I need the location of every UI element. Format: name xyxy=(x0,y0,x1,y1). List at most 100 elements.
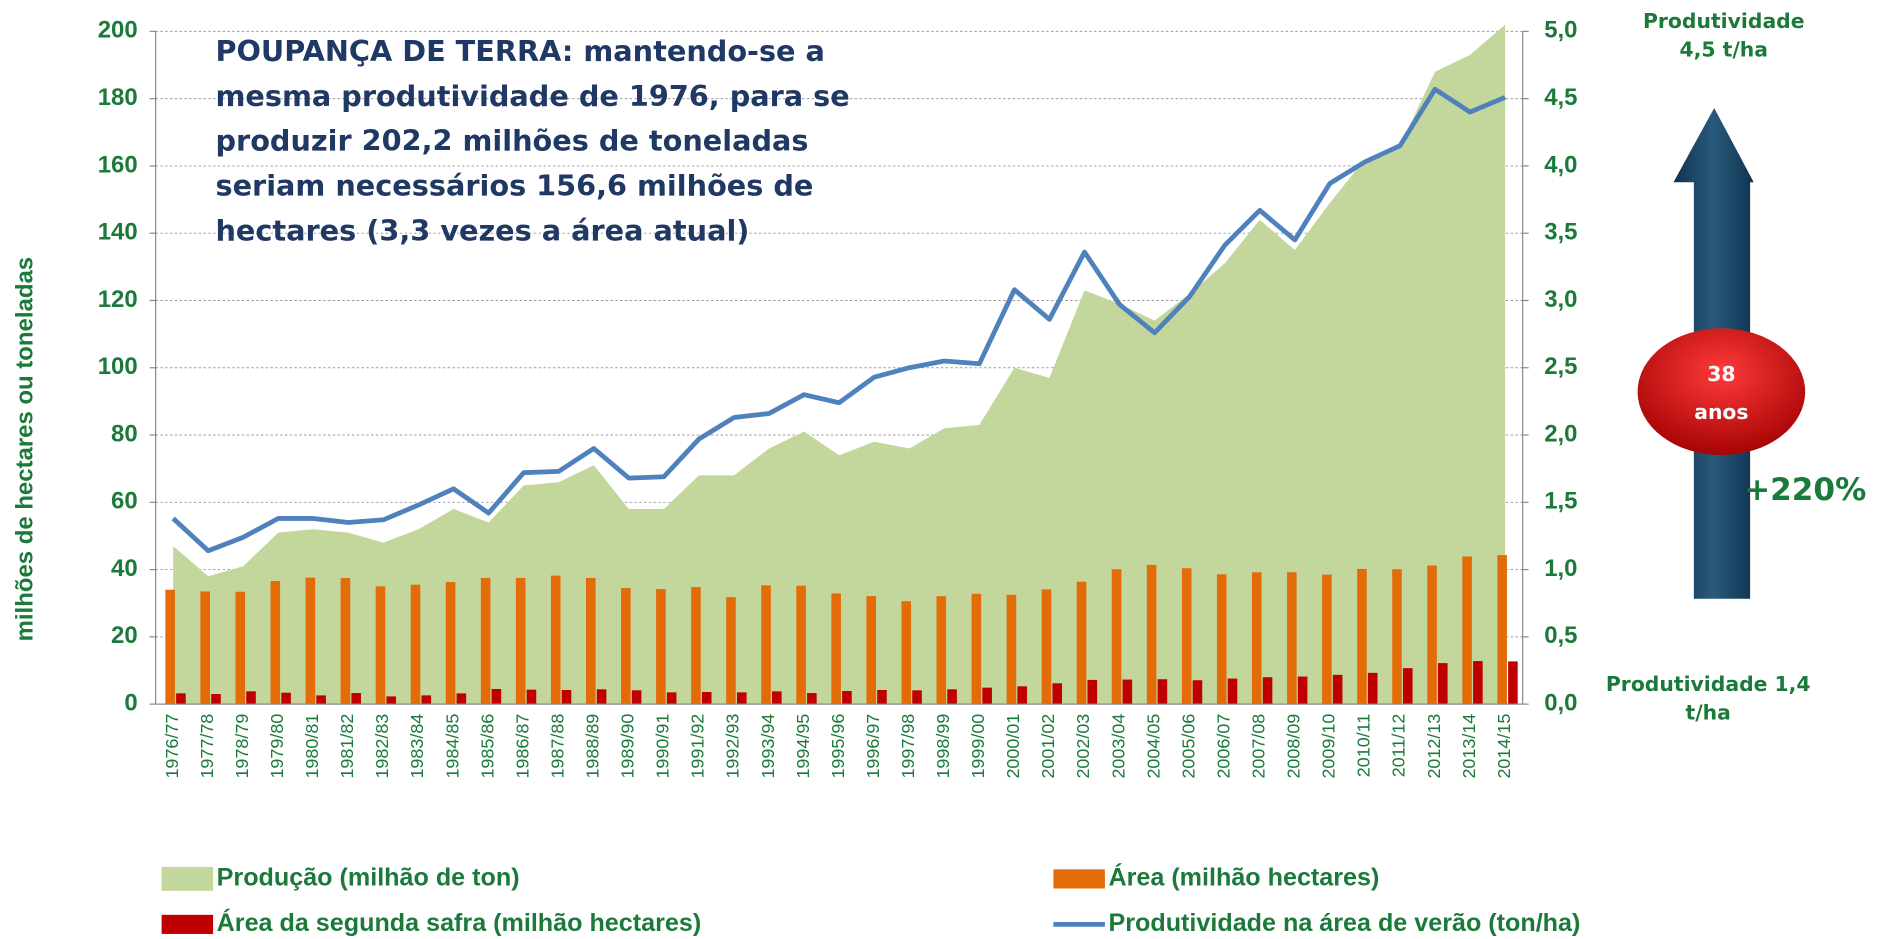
bar xyxy=(270,581,281,705)
annotation: mesma produtividade de 1976, para se xyxy=(215,79,849,113)
bar xyxy=(936,596,947,705)
bar xyxy=(1438,663,1448,705)
x-tick-label: 1996/97 xyxy=(863,714,883,779)
x-tick-label: 1994/95 xyxy=(793,714,813,779)
bar xyxy=(585,577,596,705)
bar xyxy=(701,692,712,705)
x-tick-label: 2014/15 xyxy=(1494,714,1514,779)
bar xyxy=(726,597,736,705)
bar xyxy=(515,577,526,705)
bar xyxy=(1192,680,1203,705)
bar xyxy=(831,593,841,705)
bar xyxy=(421,695,432,705)
x-tick-label: 2001/02 xyxy=(1038,714,1058,779)
bar xyxy=(1076,581,1087,705)
x-tick-label: 2005/06 xyxy=(1178,714,1198,779)
bar xyxy=(375,586,386,705)
bar xyxy=(456,693,467,705)
y-tick-label: 40 xyxy=(111,555,138,582)
y2-tick-label: 5,0 xyxy=(1544,17,1577,44)
bar xyxy=(340,577,351,705)
bar xyxy=(176,693,186,705)
x-tick-label: 1979/80 xyxy=(267,714,287,779)
legend-label: Área (milhão hectares) xyxy=(1108,863,1379,892)
bar xyxy=(316,695,326,705)
bar xyxy=(165,589,175,705)
x-tick-label: 2013/14 xyxy=(1459,714,1479,779)
bar xyxy=(211,694,221,705)
bar xyxy=(1297,676,1308,705)
y2-tick-label: 2,0 xyxy=(1544,420,1577,447)
x-tick-label: 1991/92 xyxy=(688,714,708,779)
legend-label: Área da segunda safra (milhão hectares) xyxy=(217,908,702,937)
bar xyxy=(912,690,922,705)
x-tick-label: 1985/86 xyxy=(477,714,497,779)
x-tick-label: 1998/99 xyxy=(933,714,953,779)
x-tick-label: 1981/82 xyxy=(337,714,357,779)
x-tick-label: 2002/03 xyxy=(1073,714,1093,779)
bar xyxy=(656,589,666,705)
bar xyxy=(901,601,912,705)
bar xyxy=(1402,668,1413,705)
side-bottom: t/ha xyxy=(1686,701,1731,725)
bar xyxy=(1473,661,1483,705)
bar xyxy=(1122,679,1133,705)
bar xyxy=(1462,556,1472,705)
bar xyxy=(1087,679,1098,705)
legend-swatch xyxy=(1053,869,1105,889)
x-tick-label: 1990/91 xyxy=(653,714,673,779)
bar xyxy=(1146,564,1157,705)
bar xyxy=(281,692,291,705)
y-tick-label: 200 xyxy=(98,17,138,44)
x-tick-label: 2011/12 xyxy=(1389,714,1409,778)
badge-text: anos xyxy=(1694,400,1748,424)
x-tick-label: 1997/98 xyxy=(898,714,918,779)
bar xyxy=(621,588,631,705)
bar xyxy=(550,575,561,705)
bar xyxy=(1322,574,1332,705)
legend-swatch xyxy=(161,866,214,891)
y-tick-label: 160 xyxy=(98,151,138,178)
change: +220% xyxy=(1744,472,1866,508)
side-top: 4,5 t/ha xyxy=(1680,38,1769,62)
bar xyxy=(1508,661,1518,705)
bar xyxy=(491,688,502,705)
x-tick-label: 2009/10 xyxy=(1319,714,1339,779)
badge-text: 38 xyxy=(1707,362,1735,386)
bar xyxy=(351,693,361,705)
y2-tick-label: 4,5 xyxy=(1544,84,1577,111)
legend-label: Produção (milhão de ton) xyxy=(217,864,520,892)
side-bottom: Produtividade 1,4 xyxy=(1606,672,1811,696)
area xyxy=(173,24,1506,705)
bar xyxy=(807,693,817,705)
x-tick-label: 1999/00 xyxy=(968,714,988,779)
x-tick-label: 1986/87 xyxy=(512,714,532,779)
bar xyxy=(1332,674,1343,705)
bar xyxy=(1287,572,1297,705)
y2-tick-label: 3,0 xyxy=(1544,286,1577,313)
bar xyxy=(1216,574,1227,705)
bar xyxy=(866,596,876,705)
y2-tick-label: 4,0 xyxy=(1544,151,1577,178)
bar xyxy=(842,691,852,705)
x-tick-label: 2006/07 xyxy=(1213,714,1233,779)
y-tick-label: 0 xyxy=(124,689,137,716)
legend-label: Produtividade na área de verão (ton/ha) xyxy=(1108,909,1580,937)
x-tick-label: 2008/09 xyxy=(1284,714,1304,779)
x-tick-label: 1983/84 xyxy=(407,714,427,779)
bar xyxy=(445,582,456,705)
bar xyxy=(1251,572,1262,705)
x-tick-label: 1987/88 xyxy=(547,714,567,779)
y2-tick-label: 0,0 xyxy=(1544,689,1577,716)
y2-tick-label: 1,0 xyxy=(1544,555,1577,582)
bar xyxy=(982,687,992,705)
x-tick-label: 1988/89 xyxy=(583,714,603,779)
bar xyxy=(200,591,210,705)
side-top: Produtividade xyxy=(1643,9,1805,33)
bar xyxy=(631,690,642,705)
bar xyxy=(691,587,701,705)
annotation: POUPANÇA DE TERRA: mantendo-se a xyxy=(215,34,824,68)
x-tick-label: 1976/77 xyxy=(162,714,182,779)
bar xyxy=(305,577,316,705)
